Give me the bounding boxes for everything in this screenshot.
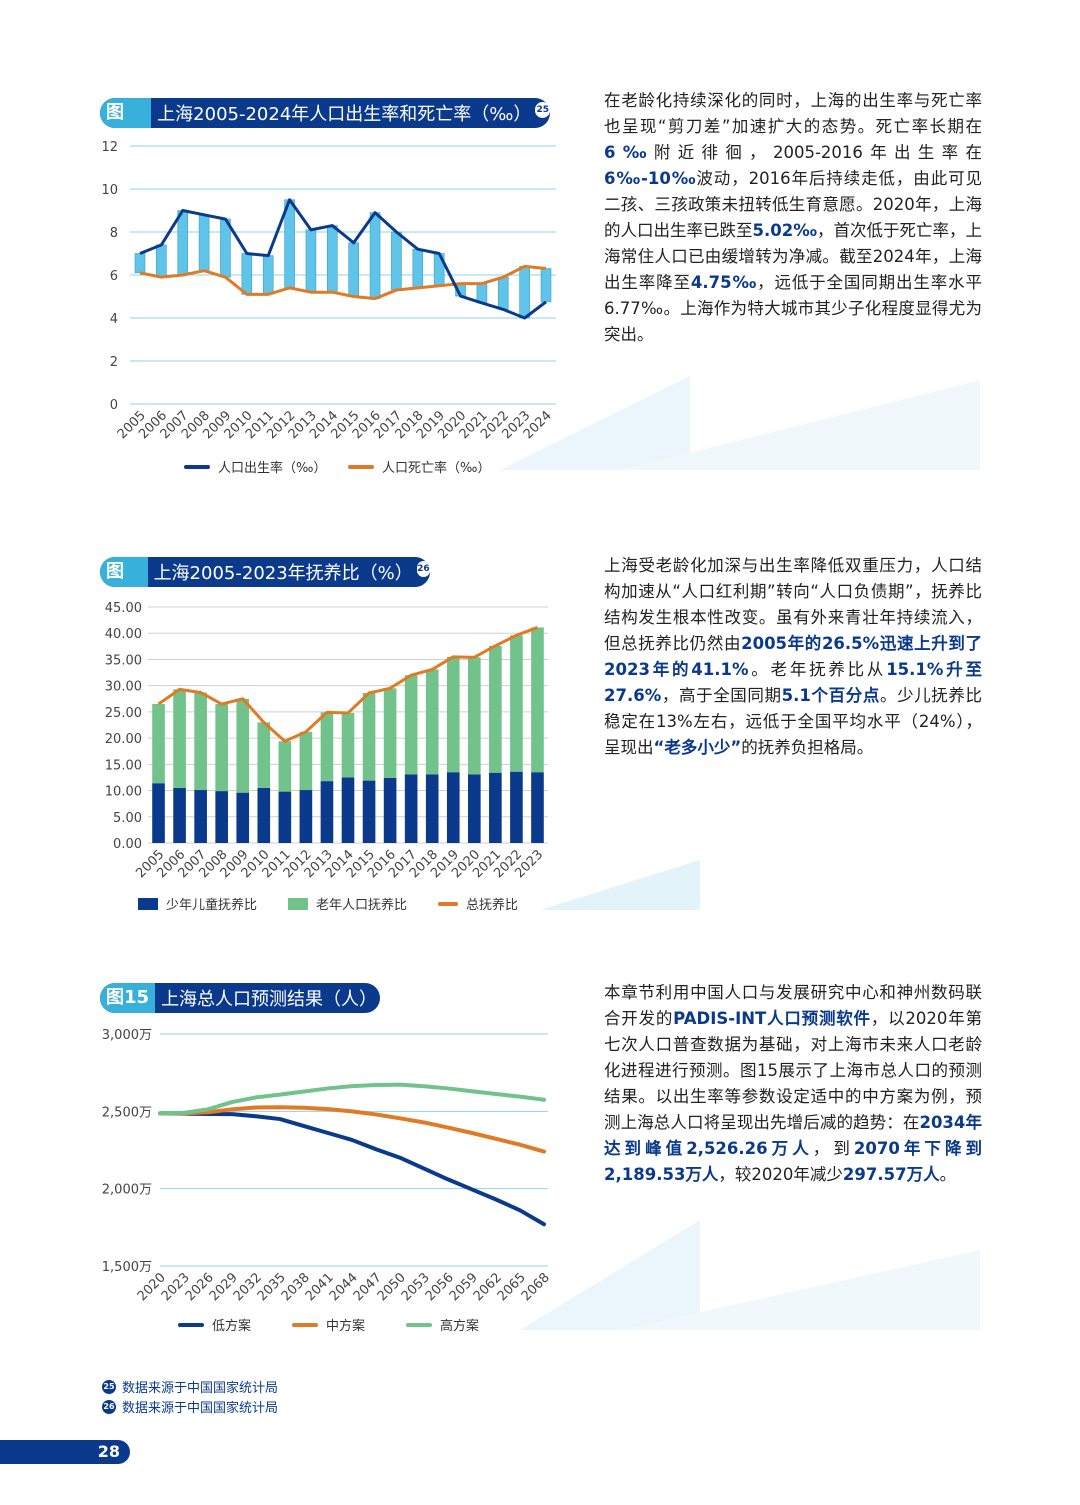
fig13-legend-death: 人口死亡率（‰）	[348, 457, 490, 476]
fig13-para-text-8: ，远低于全国同期出生率水平6.77‰。上海作为特大城市其少子化程度显得尤为突出。	[604, 273, 983, 344]
fig14-para-text-0: 上海受老龄化加深与出生率降低双重压力，人口结构加速从“人口红利期”转向“人口负债…	[604, 556, 982, 653]
fig15-para-text-2: ，以2020年第七次人口普查数据为基础，对上海市未来人口老龄化进程进行预测。图1…	[604, 1009, 983, 1132]
birth-line-swatch	[184, 464, 210, 469]
page-number: 28	[97, 1442, 120, 1461]
fig13-para-highlight-5: 5.02‰	[752, 221, 817, 240]
fig14-para-text-6: 。少儿抚养比稳定在13%左右，远低于全国平均水平（24%），呈现出	[604, 686, 983, 757]
fig13-ref-badge: 25	[535, 102, 550, 118]
fig14-legend-total: 总抚养比	[438, 894, 518, 913]
fig14-legend-elder: 老年人口抚养比	[288, 894, 407, 913]
elder-bar-swatch	[288, 897, 308, 910]
fig15-title-pill: 图15 上海总人口预测结果（人）	[100, 983, 380, 1013]
fig15-legend-mid: 中方案	[292, 1315, 365, 1334]
fig15-legend-low-label: 低方案	[212, 1319, 252, 1334]
fig14-title-pill: 图14 上海2005-2023年抚养比（%） 26	[100, 557, 430, 612]
fig13-para-highlight-7: 4.75‰	[690, 273, 758, 292]
fig13-title: 上海2005-2024年人口出生率和死亡率（‰）	[157, 104, 532, 125]
fig13-number: 图13	[100, 98, 152, 153]
fig14-legend-elder-label: 老年人口抚养比	[316, 898, 408, 913]
fig13-description: 在老龄化持续深化的同时，上海的出生率与死亡率也呈现“剪刀差”加速扩大的态势。死亡…	[604, 88, 982, 348]
footnote-25-text: 数据来源于中国国家统计局	[122, 1381, 279, 1396]
fig15-para-text-4: ，到	[812, 1139, 854, 1158]
fig15-number: 图15	[100, 983, 156, 1013]
fig14-para-highlight-5: 5.1个百分点	[781, 686, 880, 705]
fig15-description: 本章节利用中国人口与发展研究中心和神州数码联合开发的PADIS-INT人口预测软…	[604, 980, 982, 1188]
fig14-para-text-8: 的抚养负担格局。	[741, 738, 874, 757]
fig14-legend-child: 少年儿童抚养比	[138, 894, 257, 913]
fig15-title: 上海总人口预测结果（人）	[161, 989, 378, 1010]
fig13-legend-birth: 人口出生率（‰）	[184, 457, 326, 476]
footnote-25-marker: 25	[102, 1379, 116, 1394]
footnote-26-text: 数据来源于中国国家统计局	[122, 1401, 279, 1416]
fig14-description: 上海受老龄化加深与出生率降低双重压力，人口结构加速从“人口红利期”转向“人口负债…	[604, 553, 982, 761]
page-number-tab: 28	[0, 1440, 130, 1464]
fig13-para-text-4: 波动，2016年后持续走低，由此可见二孩、三孩政策未扭转低生育意愿。2020年，…	[604, 169, 982, 240]
fig13-legend-birth-label: 人口出生率（‰）	[218, 461, 327, 476]
fig15-legend-mid-label: 中方案	[326, 1319, 366, 1334]
fig13-legend-death-label: 人口死亡率（‰）	[382, 461, 491, 476]
fig13-para-text-2: 附近徘徊，2005-2016年出生率在	[653, 143, 983, 162]
total-line-swatch	[438, 901, 458, 906]
fig14-title: 上海2005-2023年抚养比（%）	[153, 563, 413, 584]
fig15-para-highlight-5: 2070年下降到2,189.53万人	[604, 1139, 982, 1184]
fig14-para-text-2: 。老年抚养比从	[748, 660, 887, 679]
fig15-legend-high: 高方案	[406, 1315, 479, 1334]
fig15-legend-high-label: 高方案	[440, 1319, 480, 1334]
child-bar-swatch	[138, 897, 158, 910]
fig13-para-highlight-3: 6‰-10‰	[604, 169, 697, 188]
fig13-para-highlight-1: 6‰	[604, 143, 654, 162]
death-line-swatch	[348, 464, 374, 469]
mid-line-swatch	[292, 1322, 318, 1327]
fig15-para-text-8: 。	[939, 1165, 957, 1184]
low-line-swatch	[178, 1322, 204, 1327]
footnote-26-marker: 26	[102, 1399, 116, 1414]
fig14-para-highlight-7: “老多小少”	[653, 738, 742, 757]
fig14-para-text-4: ，高于全国同期	[661, 686, 782, 705]
fig14-legend-child-label: 少年儿童抚养比	[166, 898, 258, 913]
footnote-26: 26 数据来源于中国国家统计局	[102, 1397, 278, 1416]
fig13-para-text-0: 在老龄化持续深化的同时，上海的出生率与死亡率也呈现“剪刀差”加速扩大的态势。死亡…	[604, 91, 982, 136]
fig13-title-pill: 图13 上海2005-2024年人口出生率和死亡率（‰） 25	[100, 98, 550, 153]
fig15-para-text-0: 本章节利用中国人口与发展研究中心和神州数码联合开发的	[604, 983, 982, 1028]
fig14-ref-badge: 26	[416, 561, 430, 577]
fig14-legend-total-label: 总抚养比	[466, 898, 519, 913]
fig13-para-text-6: ，首次低于死亡率，上海常住人口已由缓增转为净减。截至2024年，上海出生率降至	[604, 221, 983, 292]
fig15-para-highlight-3: 2034年达到峰值2,526.26万人	[604, 1113, 982, 1158]
fig15-para-highlight-7: 297.57万人	[842, 1165, 940, 1184]
fig15-para-highlight-1: PADIS-INT人口预测软件	[673, 1009, 871, 1028]
fig14-para-highlight-1: 2005年的26.5%迅速上升到了2023年的41.1%	[604, 634, 983, 679]
fig15-legend-low: 低方案	[178, 1315, 251, 1334]
footnote-25: 25 数据来源于中国国家统计局	[102, 1377, 278, 1396]
fig15-para-text-6: ，较2020年减少	[718, 1165, 843, 1184]
fig14-number: 图14	[100, 557, 148, 612]
fig14-para-highlight-3: 15.1%升至27.6%	[604, 660, 982, 705]
high-line-swatch	[406, 1322, 432, 1327]
